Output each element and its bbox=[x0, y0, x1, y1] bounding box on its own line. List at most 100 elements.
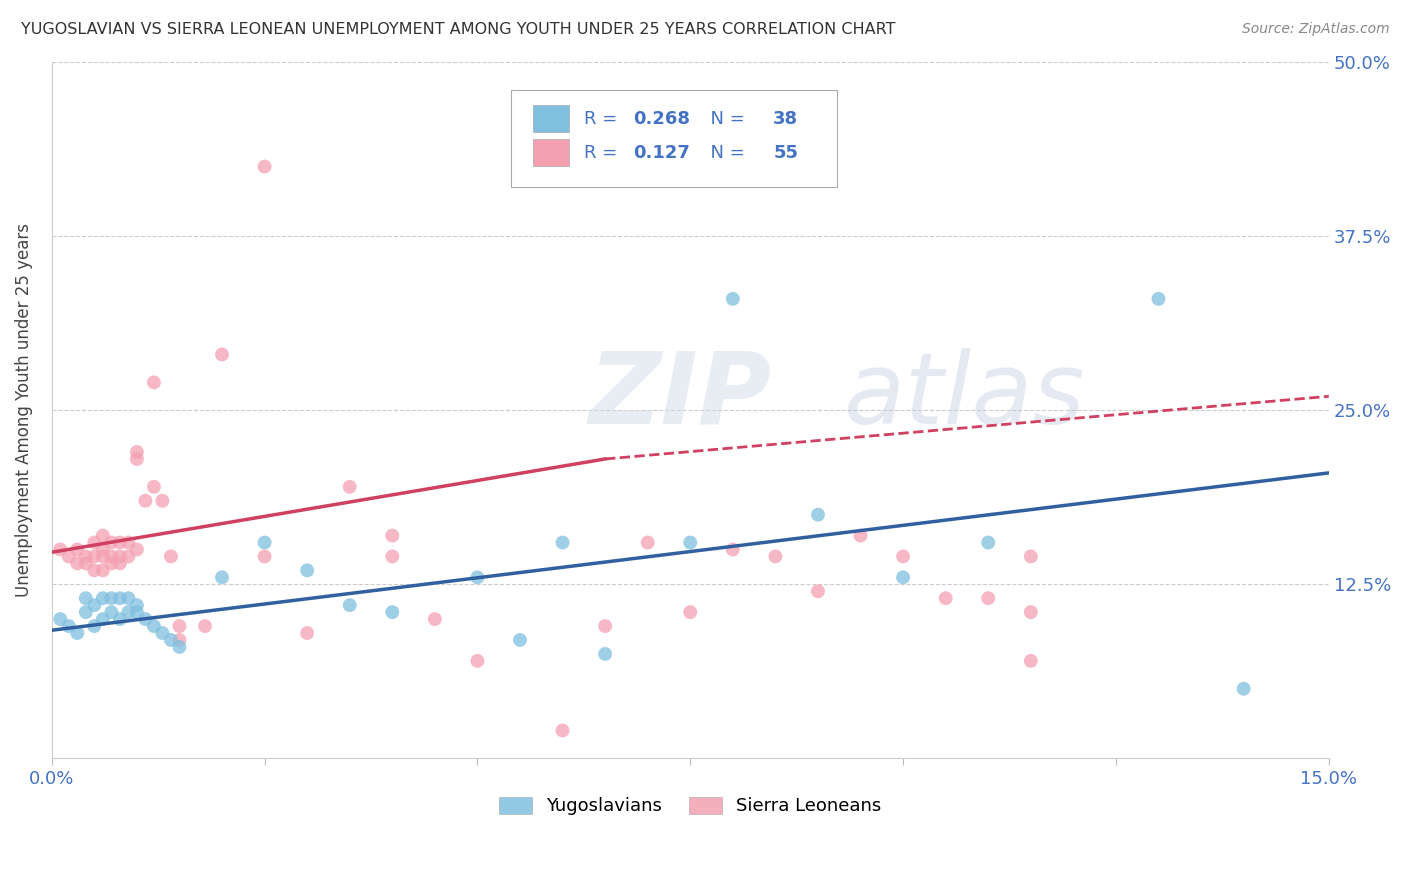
Point bbox=[152, 626, 174, 640]
Point bbox=[108, 612, 131, 626]
Point bbox=[58, 549, 80, 564]
Point bbox=[891, 570, 914, 584]
Text: YUGOSLAVIAN VS SIERRA LEONEAN UNEMPLOYMENT AMONG YOUTH UNDER 25 YEARS CORRELATIO: YUGOSLAVIAN VS SIERRA LEONEAN UNEMPLOYME… bbox=[21, 22, 896, 37]
Point bbox=[100, 591, 122, 606]
Point bbox=[83, 563, 105, 577]
Point bbox=[75, 591, 97, 606]
Point bbox=[763, 549, 786, 564]
Point bbox=[91, 591, 114, 606]
Point bbox=[125, 452, 148, 467]
Point bbox=[134, 612, 156, 626]
Point bbox=[49, 542, 72, 557]
Point bbox=[134, 493, 156, 508]
Point bbox=[211, 347, 233, 361]
Point bbox=[891, 549, 914, 564]
Point bbox=[1019, 654, 1042, 668]
Point bbox=[1233, 681, 1256, 696]
Point bbox=[66, 626, 89, 640]
Point bbox=[679, 605, 702, 619]
Point bbox=[721, 542, 744, 557]
Point bbox=[467, 570, 489, 584]
Point bbox=[295, 563, 318, 577]
Text: 0.268: 0.268 bbox=[633, 110, 690, 128]
Point bbox=[253, 160, 276, 174]
Point bbox=[125, 598, 148, 612]
Point bbox=[142, 376, 165, 390]
Text: 0.127: 0.127 bbox=[633, 144, 690, 161]
FancyBboxPatch shape bbox=[512, 90, 837, 187]
Point bbox=[142, 480, 165, 494]
Y-axis label: Unemployment Among Youth under 25 years: Unemployment Among Youth under 25 years bbox=[15, 223, 32, 598]
Point bbox=[849, 528, 872, 542]
Point bbox=[83, 619, 105, 633]
Point bbox=[339, 598, 361, 612]
Point bbox=[637, 535, 659, 549]
Text: R =: R = bbox=[585, 110, 623, 128]
Point bbox=[194, 619, 217, 633]
Point bbox=[423, 612, 446, 626]
Point bbox=[83, 598, 105, 612]
Point bbox=[117, 535, 139, 549]
Point bbox=[253, 535, 276, 549]
Bar bbox=[533, 105, 569, 132]
Point bbox=[977, 535, 1000, 549]
Point bbox=[509, 632, 531, 647]
Point bbox=[125, 542, 148, 557]
Point bbox=[593, 647, 616, 661]
Point bbox=[117, 605, 139, 619]
Text: 38: 38 bbox=[773, 110, 799, 128]
Point bbox=[100, 557, 122, 571]
Point bbox=[152, 493, 174, 508]
Point bbox=[108, 535, 131, 549]
Text: ZIP: ZIP bbox=[588, 348, 770, 445]
Text: N =: N = bbox=[699, 144, 751, 161]
Point bbox=[253, 549, 276, 564]
Text: Source: ZipAtlas.com: Source: ZipAtlas.com bbox=[1241, 22, 1389, 37]
Point bbox=[381, 605, 404, 619]
Legend: Yugoslavians, Sierra Leoneans: Yugoslavians, Sierra Leoneans bbox=[499, 797, 882, 815]
Point bbox=[91, 549, 114, 564]
Point bbox=[977, 591, 1000, 606]
Point bbox=[91, 563, 114, 577]
Text: 55: 55 bbox=[773, 144, 799, 161]
Point bbox=[108, 557, 131, 571]
Point bbox=[125, 445, 148, 459]
Point bbox=[91, 528, 114, 542]
Point bbox=[108, 591, 131, 606]
Point bbox=[551, 723, 574, 738]
Point bbox=[169, 640, 191, 654]
Point bbox=[1019, 549, 1042, 564]
Point bbox=[75, 557, 97, 571]
Text: atlas: atlas bbox=[844, 348, 1085, 445]
Point bbox=[679, 535, 702, 549]
Point bbox=[66, 557, 89, 571]
Point bbox=[83, 535, 105, 549]
Point bbox=[91, 612, 114, 626]
Point bbox=[381, 549, 404, 564]
Point bbox=[117, 591, 139, 606]
Point bbox=[1147, 292, 1170, 306]
Point bbox=[91, 542, 114, 557]
Point bbox=[160, 549, 183, 564]
Bar bbox=[533, 139, 569, 166]
Point bbox=[100, 549, 122, 564]
Point bbox=[169, 632, 191, 647]
Point bbox=[100, 535, 122, 549]
Point bbox=[807, 584, 830, 599]
Point bbox=[108, 549, 131, 564]
Text: N =: N = bbox=[699, 110, 751, 128]
Point bbox=[142, 619, 165, 633]
Point bbox=[169, 619, 191, 633]
Point bbox=[467, 654, 489, 668]
Point bbox=[75, 605, 97, 619]
Point bbox=[117, 549, 139, 564]
Point bbox=[75, 549, 97, 564]
Point bbox=[807, 508, 830, 522]
Point bbox=[100, 605, 122, 619]
Point bbox=[1019, 605, 1042, 619]
Point bbox=[381, 528, 404, 542]
Point bbox=[211, 570, 233, 584]
Point bbox=[66, 542, 89, 557]
Point bbox=[49, 612, 72, 626]
Point bbox=[160, 632, 183, 647]
